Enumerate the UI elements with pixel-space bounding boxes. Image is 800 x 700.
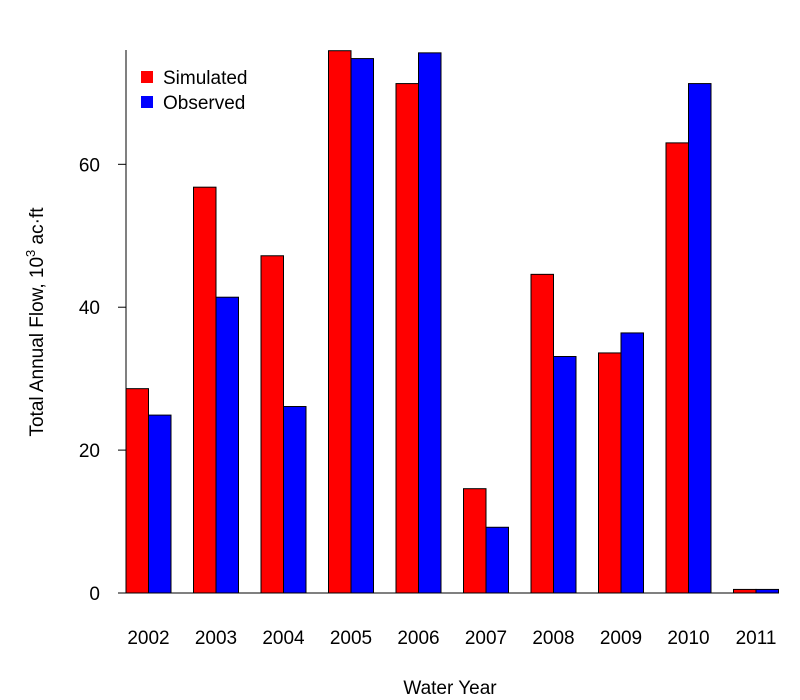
bar-simulated-2002	[125, 388, 149, 594]
bar-observed-2002	[148, 414, 172, 594]
bars-group	[125, 50, 779, 594]
bar-observed-2011	[755, 588, 779, 594]
bar-simulated-2009	[598, 352, 622, 594]
bar-simulated-2011	[733, 588, 757, 594]
bar-simulated-2003	[193, 186, 217, 594]
x-tick-label: 2003	[195, 628, 237, 649]
x-tick-label: 2002	[127, 628, 169, 649]
y-tick-label: 0	[89, 584, 100, 605]
x-tick-label: 2008	[532, 628, 574, 649]
y-axis-title-suffix: ac·ft	[27, 207, 48, 250]
x-axis-title: Water Year	[403, 678, 497, 699]
bar-simulated-2008	[530, 273, 554, 594]
legend-label-simulated: Simulated	[163, 68, 248, 89]
y-axis-title-main: Total Annual Flow, 10	[27, 257, 48, 437]
x-tick-label: 2009	[600, 628, 642, 649]
legend-swatch-simulated	[141, 71, 153, 83]
x-tick-label: 2006	[397, 628, 439, 649]
x-tick-label: 2010	[667, 628, 709, 649]
legend: Simulated Observed	[141, 68, 248, 114]
bar-observed-2003	[215, 296, 239, 594]
x-tick-label: 2011	[736, 628, 777, 649]
bar-observed-2004	[283, 406, 307, 594]
y-axis-ticks: 0 20 40 60	[79, 155, 126, 605]
legend-swatch-observed	[141, 96, 153, 108]
bar-observed-2005	[350, 58, 374, 594]
bar-simulated-2007	[463, 488, 487, 594]
x-tick-label: 2007	[465, 628, 507, 649]
x-axis-ticks: 2002 2003 2004 2005 2006 2007 2008 2009 2010 2011	[127, 628, 776, 649]
x-tick-label: 2005	[330, 628, 372, 649]
y-axis-title-superscript: 3	[23, 250, 38, 257]
x-tick-label: 2004	[262, 628, 305, 649]
y-axis-title: Total Annual Flow, 103 ac·ft	[23, 207, 48, 437]
bar-simulated-2005	[328, 50, 352, 594]
bar-observed-2007	[485, 526, 509, 594]
y-tick-label: 40	[79, 298, 100, 319]
bar-observed-2009	[620, 332, 644, 594]
bar-observed-2006	[418, 52, 442, 594]
bar-simulated-2010	[665, 142, 689, 594]
bar-simulated-2004	[260, 255, 284, 594]
y-tick-label: 20	[79, 441, 100, 462]
y-tick-label: 60	[79, 155, 100, 176]
bar-simulated-2006	[395, 83, 419, 594]
legend-label-observed: Observed	[163, 93, 245, 114]
bar-observed-2008	[553, 356, 577, 594]
bar-observed-2010	[688, 83, 712, 594]
